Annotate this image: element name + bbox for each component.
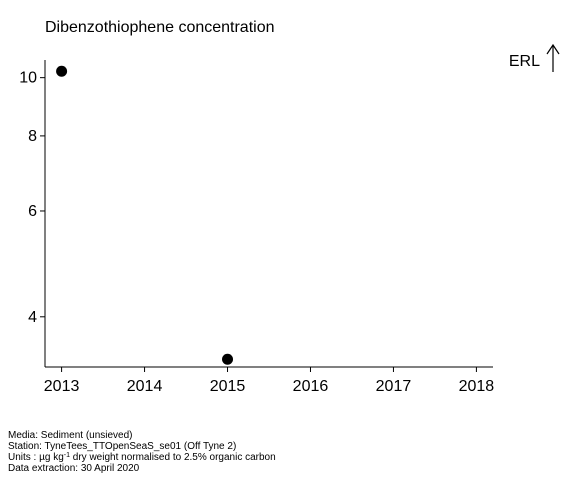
footer-units: Units : µg kg-1 dry weight normalised to… <box>8 452 276 463</box>
erl-label: ERL <box>509 53 540 70</box>
erl-indicator: ERL <box>509 43 560 72</box>
x-tick-label: 2015 <box>210 378 246 395</box>
data-points <box>56 65 234 365</box>
up-arrow-icon <box>546 43 560 55</box>
y-tick-label: 6 <box>28 203 37 220</box>
x-tick-label: 2018 <box>459 378 495 395</box>
footer-units-suffix: dry weight normalised to 2.5% organic ca… <box>70 452 276 463</box>
x-tick-label: 2017 <box>376 378 412 395</box>
footer-units-prefix: Units : µg kg <box>8 452 64 463</box>
footer-media: Media: Sediment (unsieved) <box>8 430 133 441</box>
x-tick-label: 2016 <box>293 378 329 395</box>
x-tick-label: 2014 <box>127 378 163 395</box>
axes: 4 6 8 10 2013 2014 2015 2016 2017 2018 <box>19 60 494 395</box>
y-tick-label: 4 <box>28 309 37 326</box>
chart-area: 4 6 8 10 2013 2014 2015 2016 2017 2018 ERL <box>19 43 560 395</box>
footer-units-sup: -1 <box>63 452 71 459</box>
data-point <box>222 353 234 365</box>
chart-title: Dibenzothiophene concentration <box>45 19 275 36</box>
x-tick-label: 2013 <box>44 378 80 395</box>
footer-extraction: Data extraction: 30 April 2020 <box>8 463 140 474</box>
footer-station: Station: TyneTees_TTOpenSeaS_se01 (Off T… <box>8 441 237 452</box>
footer-notes: Media: Sediment (unsieved) Station: Tyne… <box>8 430 276 474</box>
y-tick-label: 10 <box>19 70 37 87</box>
y-tick-label: 8 <box>28 128 37 145</box>
data-point <box>56 65 68 77</box>
